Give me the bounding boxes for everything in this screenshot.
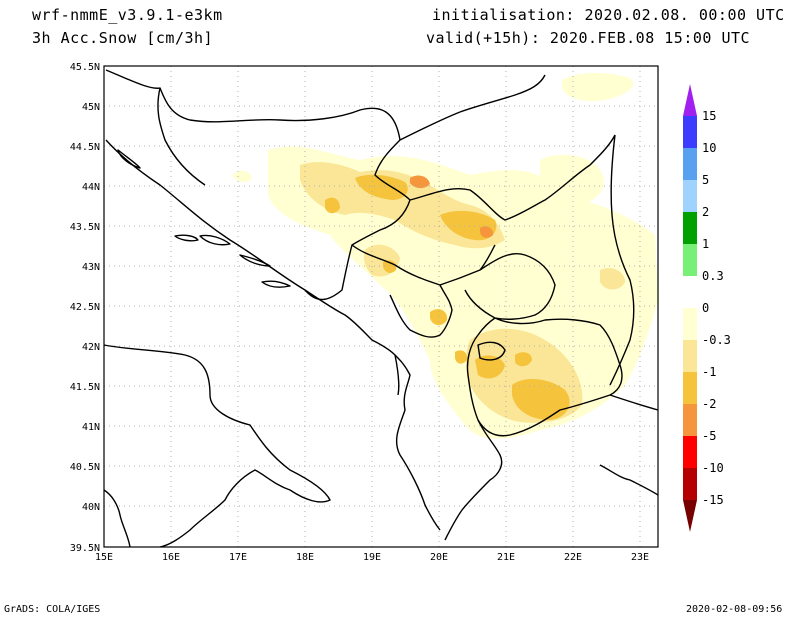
colorbar-bottom-arrow	[683, 500, 697, 532]
field-title: 3h Acc.Snow [cm/3h]	[32, 29, 214, 47]
colorbar-label: -10	[702, 461, 724, 475]
footer-timestamp: 2020-02-08-09:56	[686, 604, 783, 615]
colorbar-label: 0	[702, 301, 709, 315]
colorbar-label: 0.3	[702, 269, 724, 283]
lat-tick: 45N	[82, 102, 100, 113]
macedonia-border	[466, 317, 623, 437]
bosnia-east-border	[304, 139, 411, 301]
snow-area-orange-2	[480, 226, 494, 238]
lat-tick: 44.5N	[70, 142, 100, 153]
model-title: wrf-nmmE_v3.9.1-e3km	[32, 6, 223, 24]
colorbar-label: 15	[702, 109, 716, 123]
bosnia-north-border	[105, 69, 401, 141]
snow-area-light-ne	[562, 73, 634, 102]
island-2	[199, 234, 231, 246]
grid-lines	[104, 66, 658, 547]
lon-tick: 17E	[229, 552, 247, 563]
lon-tick: 21E	[497, 552, 515, 563]
colorbar-segment	[683, 116, 697, 148]
colorbar-segment	[683, 372, 697, 404]
snow-area-mid-1	[355, 174, 408, 200]
lon-tick: 23E	[631, 552, 649, 563]
lat-tick: 39.5N	[70, 543, 100, 554]
coastlines-borders	[103, 69, 659, 548]
lat-tick: 43.5N	[70, 222, 100, 233]
lat-tick: 42.5N	[70, 302, 100, 313]
colorbar-label: -5	[702, 429, 716, 443]
colorbar-label: -0.3	[702, 333, 731, 347]
lon-ticks: 15E 16E 17E 18E 19E 20E 21E 22E 23E	[95, 552, 649, 563]
island-4	[261, 280, 291, 288]
snow-area-pale-e	[600, 268, 625, 290]
colorbar-top-arrow	[683, 84, 697, 116]
snow-area-mid-7	[455, 350, 468, 364]
albania-coast	[394, 354, 400, 396]
serbia-north-line	[399, 74, 546, 141]
italy-coast	[103, 344, 331, 548]
colorbar-label: 1	[702, 237, 709, 251]
colorbar-label: 10	[702, 141, 716, 155]
snow-area-light-s	[434, 336, 475, 391]
colorbar-segment	[683, 180, 697, 212]
colorbar-label: -2	[702, 397, 716, 411]
lon-tick: 20E	[430, 552, 448, 563]
adriatic-coast-east	[105, 139, 441, 531]
lon-tick: 15E	[95, 552, 113, 563]
colorbar-segment	[683, 404, 697, 436]
italy-heel	[103, 489, 131, 548]
colorbar-segment	[683, 212, 697, 244]
serbia-east-border	[409, 134, 616, 221]
greece-north-border	[609, 394, 659, 411]
lat-tick: 42N	[82, 342, 100, 353]
lat-ticks: 45.5N 45N 44.5N 44N 43.5N 43N 42.5N 42N …	[70, 62, 100, 554]
snow-shading	[232, 73, 658, 439]
snow-area-light-w	[232, 170, 252, 183]
bosnia-border-nw	[157, 87, 206, 186]
colorbar-segment	[683, 148, 697, 180]
lon-tick: 18E	[296, 552, 314, 563]
colorbar-segment	[683, 308, 697, 340]
colorbar-segment	[683, 340, 697, 372]
lat-tick: 44N	[82, 182, 100, 193]
lat-tick: 45.5N	[70, 62, 100, 73]
snow-area-mid-3	[325, 197, 340, 214]
colorbar-segment	[683, 276, 697, 308]
greece-coast	[599, 464, 659, 496]
colorbar-segment	[683, 244, 697, 276]
colorbar-label: 2	[702, 205, 709, 219]
lon-tick: 19E	[363, 552, 381, 563]
snow-area-mid-8	[430, 309, 448, 326]
snow-area-mid-6	[515, 352, 532, 367]
valid-time: valid(+15h): 2020.FEB.08 15:00 UTC	[426, 29, 751, 47]
colorbar-label: -1	[702, 365, 716, 379]
lat-tick: 40.5N	[70, 462, 100, 473]
lat-tick: 40N	[82, 502, 100, 513]
colorbar-label: 5	[702, 173, 709, 187]
bulgaria-border	[609, 134, 635, 386]
lat-tick: 41N	[82, 422, 100, 433]
kosovo-border	[464, 253, 556, 320]
lake-ohrid	[477, 341, 506, 361]
lon-tick: 16E	[162, 552, 180, 563]
island-5	[174, 234, 199, 242]
lat-tick: 43N	[82, 262, 100, 273]
snow-area-orange-1	[410, 175, 430, 189]
lon-tick: 22E	[564, 552, 582, 563]
colorbar-segment	[683, 468, 697, 500]
colorbar: 15 10 5 2 1 0.3 0 -0.3 -1 -2 -5 -10 -15	[683, 84, 731, 532]
albania-greece-border	[444, 419, 503, 541]
colorbar-label: -15	[702, 493, 724, 507]
snow-area-mid-4	[512, 378, 570, 420]
montenegro-border	[351, 244, 453, 338]
island-1	[117, 149, 141, 169]
map-frame	[103, 65, 659, 548]
init-time: initialisation: 2020.02.08. 00:00 UTC	[432, 6, 785, 24]
footer-credit: GrADS: COLA/IGES	[4, 604, 101, 615]
snow-area-mid-5	[475, 355, 505, 379]
lat-tick: 41.5N	[70, 382, 100, 393]
colorbar-segment	[683, 436, 697, 468]
island-3	[239, 254, 271, 267]
